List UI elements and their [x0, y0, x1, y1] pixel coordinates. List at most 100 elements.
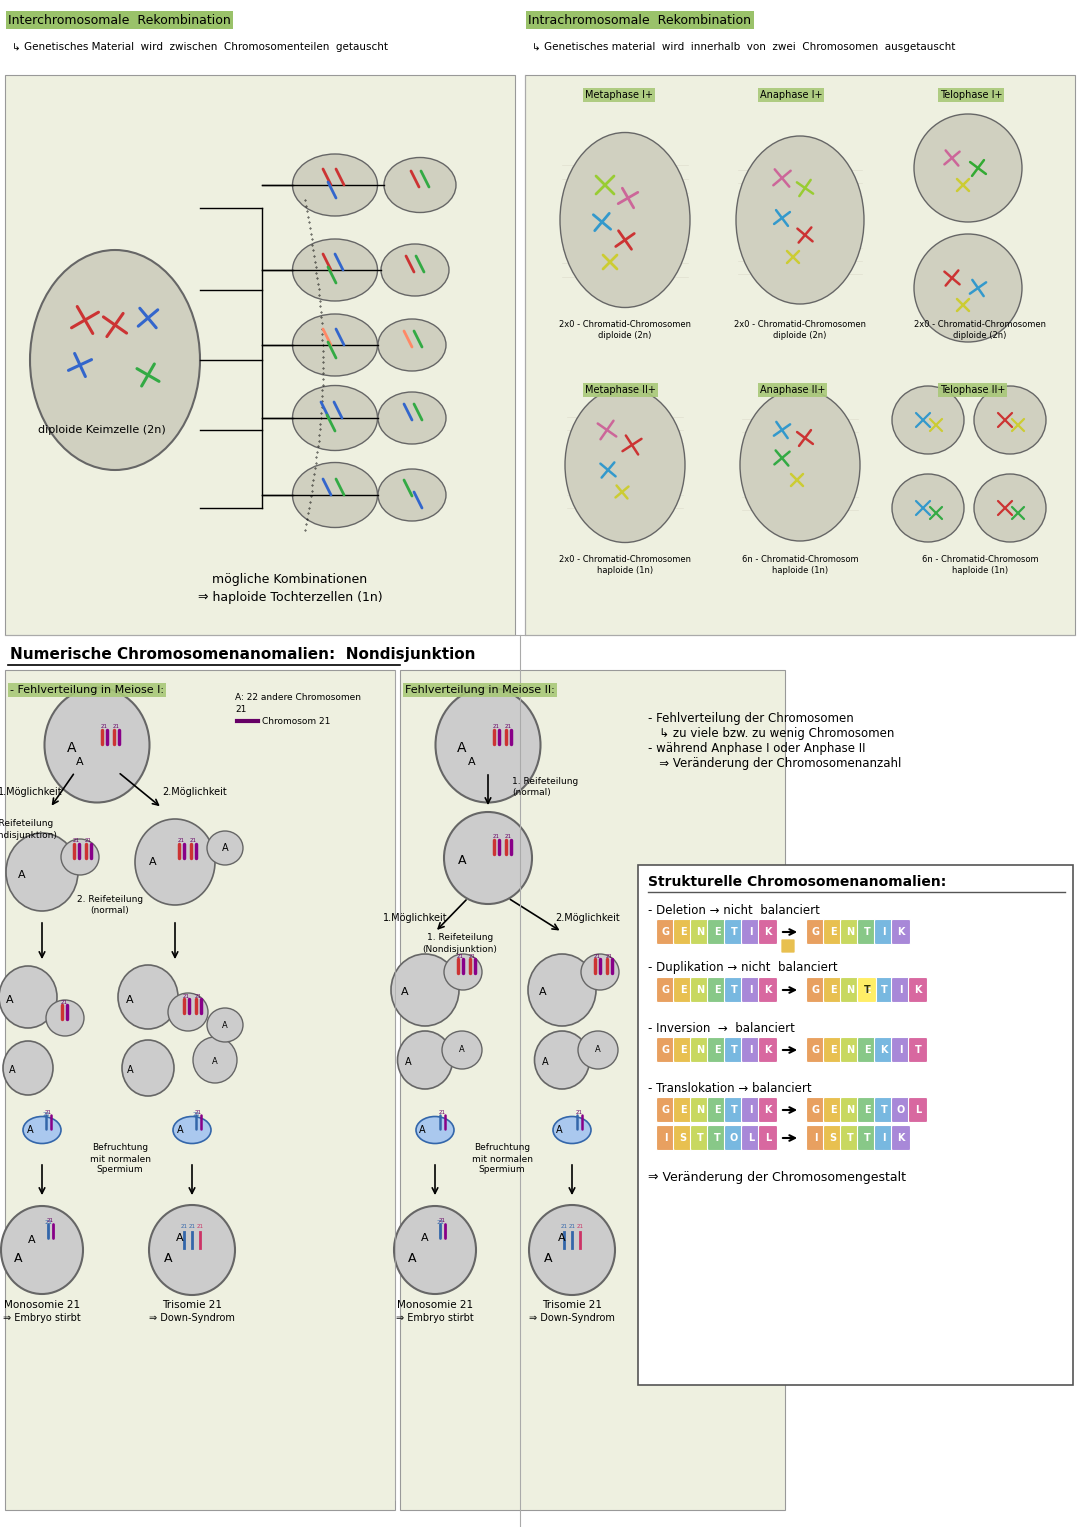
- Text: E: E: [714, 1106, 720, 1115]
- Text: A: A: [459, 1046, 464, 1055]
- Text: 21: 21: [192, 1113, 200, 1118]
- FancyBboxPatch shape: [858, 977, 877, 1003]
- Text: Monosomie 21: Monosomie 21: [397, 1299, 473, 1310]
- Text: T: T: [697, 1133, 703, 1144]
- Text: G: G: [812, 1044, 820, 1055]
- Ellipse shape: [565, 388, 685, 542]
- FancyBboxPatch shape: [875, 919, 893, 945]
- Text: 2x0 - Chromatid-Chromosomen
diploide (2n): 2x0 - Chromatid-Chromosomen diploide (2n…: [734, 321, 866, 339]
- Text: Intrachromosomale  Rekombination: Intrachromosomale Rekombination: [528, 14, 751, 26]
- FancyBboxPatch shape: [690, 1098, 710, 1122]
- FancyBboxPatch shape: [891, 1125, 910, 1150]
- Text: ⇒ Embryo stirbt: ⇒ Embryo stirbt: [396, 1313, 474, 1322]
- FancyBboxPatch shape: [840, 1037, 860, 1063]
- FancyBboxPatch shape: [824, 919, 842, 945]
- Text: Anaphase I+: Anaphase I+: [760, 90, 823, 99]
- Text: Chromosom 21: Chromosom 21: [262, 716, 330, 725]
- Text: A: A: [27, 1125, 33, 1135]
- Text: E: E: [679, 985, 686, 996]
- FancyBboxPatch shape: [674, 977, 692, 1003]
- Text: A: A: [469, 757, 476, 767]
- Text: 21: 21: [44, 1110, 52, 1115]
- Text: Metaphase I+: Metaphase I+: [585, 90, 653, 99]
- FancyBboxPatch shape: [742, 977, 760, 1003]
- Text: 21: 21: [561, 1223, 567, 1229]
- Text: K: K: [897, 927, 905, 938]
- Ellipse shape: [378, 392, 446, 444]
- FancyBboxPatch shape: [657, 977, 675, 1003]
- FancyBboxPatch shape: [690, 919, 710, 945]
- Text: ⇒ Down-Syndrom: ⇒ Down-Syndrom: [149, 1313, 235, 1322]
- Text: 21: 21: [194, 1110, 202, 1115]
- Text: A: A: [595, 1046, 600, 1055]
- Text: A: A: [77, 757, 84, 767]
- Text: G: G: [662, 985, 670, 996]
- Text: A: A: [542, 1057, 549, 1067]
- Text: Befruchtung: Befruchtung: [92, 1144, 148, 1153]
- Text: Spermium: Spermium: [478, 1165, 525, 1174]
- Text: A: A: [222, 1020, 228, 1029]
- Text: Spermium: Spermium: [97, 1165, 144, 1174]
- Text: 21: 21: [469, 953, 475, 959]
- Text: 21: 21: [438, 1219, 446, 1223]
- FancyBboxPatch shape: [807, 977, 825, 1003]
- Text: ⇒ Embryo stirbt: ⇒ Embryo stirbt: [3, 1313, 81, 1322]
- Ellipse shape: [6, 834, 78, 912]
- FancyBboxPatch shape: [5, 75, 515, 635]
- Ellipse shape: [444, 812, 532, 904]
- Text: 21: 21: [44, 1220, 52, 1225]
- Ellipse shape: [553, 1116, 591, 1144]
- Text: S: S: [829, 1133, 837, 1144]
- Text: K: K: [915, 985, 921, 996]
- FancyBboxPatch shape: [758, 919, 778, 945]
- Text: I: I: [882, 927, 886, 938]
- FancyBboxPatch shape: [891, 977, 910, 1003]
- Text: E: E: [829, 1106, 836, 1115]
- Text: N: N: [696, 985, 704, 996]
- FancyBboxPatch shape: [824, 977, 842, 1003]
- Text: I: I: [750, 1106, 753, 1115]
- Text: K: K: [765, 1044, 772, 1055]
- FancyBboxPatch shape: [824, 1125, 842, 1150]
- Text: 21: 21: [594, 953, 600, 959]
- FancyBboxPatch shape: [858, 1125, 877, 1150]
- Text: A: A: [421, 1232, 429, 1243]
- Text: mögliche Kombinationen: mögliche Kombinationen: [213, 574, 367, 586]
- Text: 21: 21: [438, 1110, 446, 1115]
- Text: O: O: [896, 1106, 905, 1115]
- Text: L: L: [915, 1106, 921, 1115]
- Text: G: G: [812, 1106, 820, 1115]
- Ellipse shape: [561, 133, 690, 307]
- FancyBboxPatch shape: [824, 1098, 842, 1122]
- Text: 21: 21: [576, 1110, 582, 1115]
- FancyBboxPatch shape: [807, 1125, 825, 1150]
- Text: - Duplikation → nicht  balanciert: - Duplikation → nicht balanciert: [648, 962, 838, 974]
- Ellipse shape: [442, 1031, 482, 1069]
- FancyBboxPatch shape: [690, 977, 710, 1003]
- Text: 21: 21: [606, 953, 612, 959]
- FancyBboxPatch shape: [891, 919, 910, 945]
- Ellipse shape: [535, 1031, 590, 1089]
- Text: E: E: [679, 1106, 686, 1115]
- Text: Trisomie 21: Trisomie 21: [542, 1299, 602, 1310]
- FancyBboxPatch shape: [758, 1125, 778, 1150]
- FancyBboxPatch shape: [840, 919, 860, 945]
- FancyBboxPatch shape: [875, 1098, 893, 1122]
- Ellipse shape: [397, 1031, 453, 1089]
- Text: 21: 21: [183, 994, 189, 999]
- FancyBboxPatch shape: [690, 1037, 710, 1063]
- Text: T: T: [880, 985, 888, 996]
- Text: A: A: [556, 1125, 563, 1135]
- Text: I: I: [900, 985, 903, 996]
- Text: 21: 21: [194, 994, 202, 999]
- Ellipse shape: [60, 838, 99, 875]
- Text: 2x0 - Chromatid-Chromosomen
diploide (2n): 2x0 - Chromatid-Chromosomen diploide (2n…: [559, 321, 691, 339]
- Text: A: A: [126, 996, 134, 1005]
- Text: L: L: [747, 1133, 754, 1144]
- Text: A: A: [67, 741, 77, 754]
- FancyBboxPatch shape: [891, 1098, 910, 1122]
- Text: (Nondisjunktion): (Nondisjunktion): [0, 831, 57, 840]
- Ellipse shape: [435, 687, 540, 803]
- FancyBboxPatch shape: [742, 919, 760, 945]
- Text: E: E: [829, 1044, 836, 1055]
